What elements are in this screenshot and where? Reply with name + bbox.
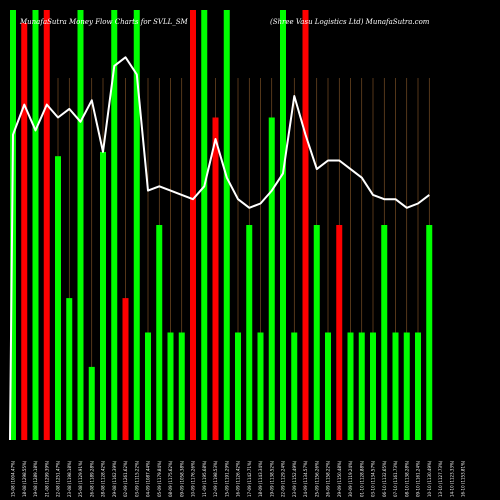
x-tick-label: 05-09 (1179.84%) [157, 460, 162, 497]
flow-bar [336, 225, 343, 440]
flow-bar [178, 332, 185, 440]
x-tick-label: 18-08 (1298.55%) [22, 460, 27, 497]
x-tick-label: 26-08 (1189.28%) [89, 460, 94, 497]
x-tick-label: 03-10 (1134.57%) [371, 460, 376, 497]
x-tick-label: 10-10 (1130.49%) [427, 460, 432, 497]
flow-bar [190, 10, 196, 440]
x-tick-label: 06-10 (1132.65%) [382, 460, 387, 497]
flow-bar [302, 10, 309, 440]
flow-bar [156, 225, 163, 440]
flow-bar [415, 332, 421, 440]
x-tick-label: 03-09 (1115.22%) [134, 460, 139, 497]
flow-bar [111, 10, 118, 440]
x-tick-label: 29-09 (1150.48%) [337, 460, 342, 497]
x-tick-label: 18-09 (1143.34%) [258, 460, 263, 497]
flow-bar [77, 10, 84, 440]
x-tick-label: 23-09 (1152.49%) [292, 460, 297, 497]
money-flow-line [9, 56, 430, 441]
x-tick-label: 04-09 (1087.44%) [146, 460, 151, 497]
x-tick-label: 22-09 (1129.24%) [281, 460, 286, 497]
flow-bar [235, 332, 241, 440]
x-tick-label: 29-08 (1162.39%) [112, 460, 117, 497]
x-tick-label: 14-10 (1123.33%) [449, 460, 454, 497]
flow-bar [370, 332, 376, 440]
x-tick-label: 24-09 (1134.57%) [303, 460, 308, 497]
x-tick-label: 11-09 (1195.68%) [202, 460, 207, 497]
flow-bar [347, 332, 354, 440]
flow-bar [88, 366, 95, 440]
flow-bar [212, 117, 219, 440]
chart-subtitle: (Shree Vasu Logistics Ltd) MunafaSutra.c… [270, 18, 430, 26]
flow-bar [21, 22, 28, 441]
x-tick-label: 07-10 (1161.73%) [393, 460, 398, 497]
x-tick-label: 02-09 (1261.62%) [123, 460, 128, 497]
chart-title: MunafaSutra Money Flow Charts for SVLL_S… [19, 18, 189, 26]
x-tick-label: 21-08 (1299.39%) [44, 460, 49, 497]
x-tick-label: 26-09 (1158.22%) [326, 460, 331, 497]
flow-bar [55, 156, 61, 440]
x-tick-label: 17-09 (1142.71%) [247, 460, 252, 497]
flow-bar [246, 225, 253, 440]
x-tick-label: 09-09 (1058.38%) [179, 460, 184, 497]
x-tick-label: 09-10 (1161.24%) [416, 460, 421, 497]
flow-bar [392, 332, 399, 440]
x-tick-label: 12-09 (1198.53%) [213, 460, 218, 497]
flow-bar [280, 10, 286, 440]
x-tick-label: 19-09 (1138.52%) [269, 460, 274, 497]
x-tick-label: 19-08 (1289.18%) [33, 460, 38, 497]
x-tick-label: 10-09 (1176.26%) [191, 460, 196, 497]
flow-bar [268, 117, 275, 440]
flow-bar [223, 10, 230, 440]
flow-bar [313, 225, 320, 440]
x-tick-label: 01-10 (1128.88%) [359, 460, 364, 497]
x-tick-label: 25-08 (1129.91%) [78, 460, 83, 497]
flow-bar [381, 225, 388, 440]
flow-bar [358, 332, 365, 440]
x-tick-label: 25-09 (1156.26%) [314, 460, 319, 497]
x-tick-label: 16-10 (1153.81%) [461, 460, 466, 497]
flow-bar [325, 332, 331, 440]
flow-bar [167, 332, 174, 440]
flow-bar [100, 151, 106, 440]
x-tick-labels: 15-08 (1004.47%) 18-08 (1298.55%) 19-08 (1… [11, 460, 466, 497]
flow-bar [403, 332, 410, 440]
flow-bar [426, 225, 433, 440]
flow-bar [257, 332, 264, 440]
flow-bar [32, 10, 39, 440]
x-tick-label: 30-09 (1119.24%) [348, 460, 353, 497]
flow-bar [66, 298, 73, 440]
x-tick-label: 28-08 (1128.42%) [101, 460, 106, 497]
flow-bar [291, 332, 298, 440]
x-tick-label: 15-08 (1004.47%) [11, 460, 16, 497]
x-tick-label: 08-09 (1175.62%) [168, 460, 173, 497]
x-tick-label: 15-09 (1191.29%) [224, 460, 229, 497]
flow-bar [43, 10, 50, 440]
flow-bar [201, 10, 208, 440]
flow-bar [122, 298, 129, 440]
x-tick-label: 16-09 (1126.42%) [236, 460, 241, 497]
x-tick-label: 13-10 (1127.73%) [438, 460, 443, 497]
flow-bar [145, 332, 151, 440]
x-tick-label: 08-10 (1138.28%) [404, 460, 409, 497]
x-tick-label: 23-08 (1198.18%) [67, 460, 72, 497]
flow-bar [133, 10, 140, 440]
x-tick-label: 22-08 (1251.47%) [56, 460, 61, 497]
